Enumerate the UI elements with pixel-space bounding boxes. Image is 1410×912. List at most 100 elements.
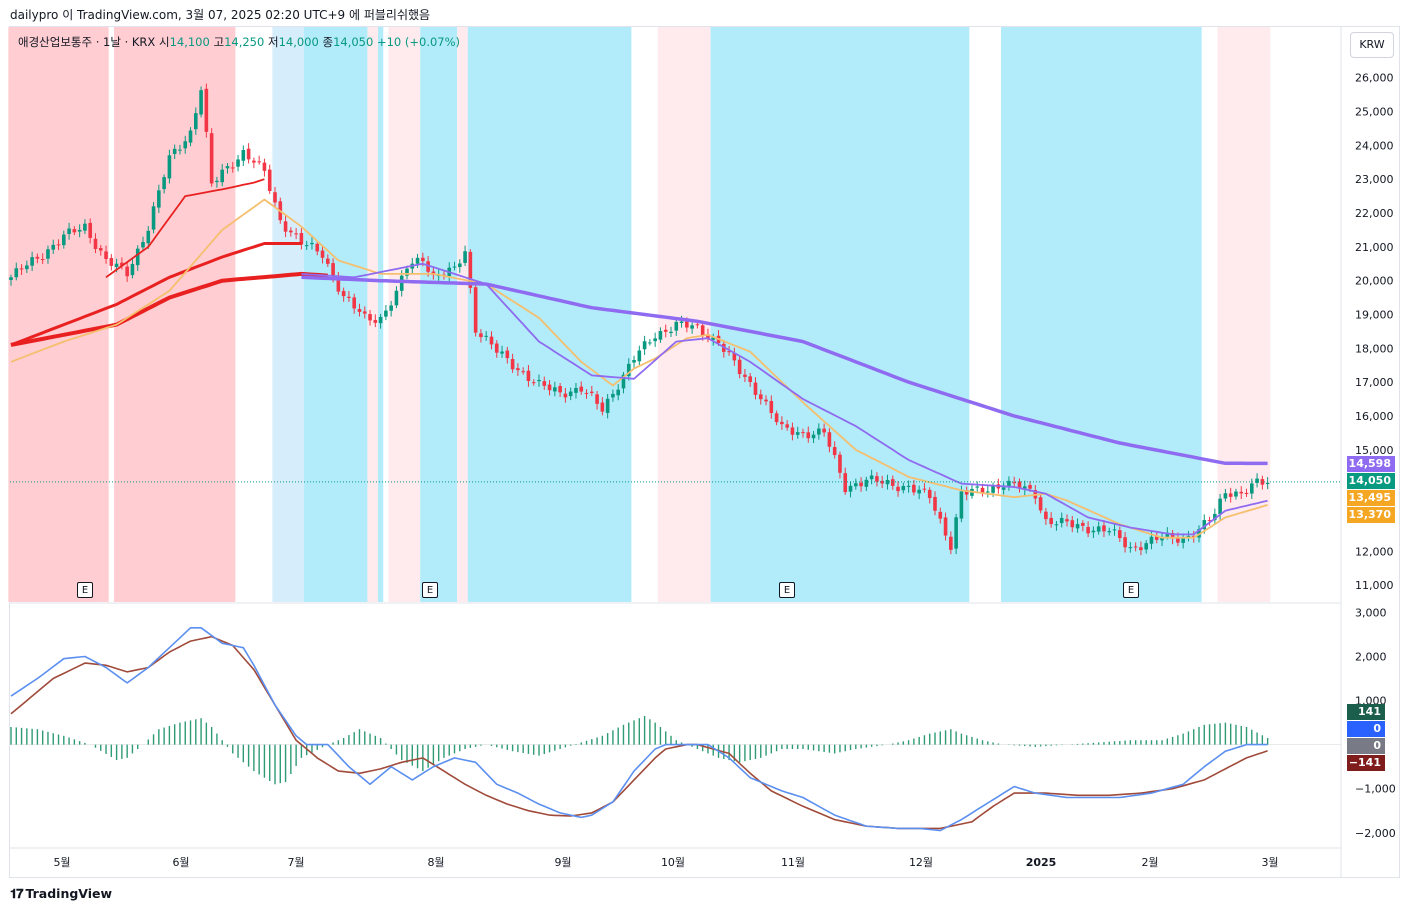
- candle-body: [542, 381, 547, 386]
- candle-body: [183, 141, 188, 149]
- macd-value-tag: −141: [1347, 755, 1385, 771]
- candle-body: [732, 352, 737, 361]
- candle-body: [769, 401, 774, 413]
- candle-body: [46, 249, 50, 259]
- symbol-title[interactable]: 애경산업보통주 · 1날 · KRX: [18, 35, 156, 49]
- macd-signal-line: [10, 635, 1268, 830]
- candle-body: [1218, 498, 1222, 515]
- candle-body: [563, 393, 568, 398]
- background-region: [103, 27, 109, 602]
- candle-body: [246, 148, 251, 160]
- candle-body: [753, 382, 758, 395]
- price-axis-label: 24,000: [1355, 139, 1394, 152]
- candle-body: [304, 245, 309, 247]
- candle-body: [832, 447, 837, 456]
- candle-body: [574, 387, 578, 393]
- candle-body: [785, 424, 789, 428]
- candle-body: [294, 233, 298, 235]
- candle-body: [859, 482, 863, 487]
- candle-body: [157, 190, 161, 208]
- candle-body: [748, 376, 752, 382]
- currency-button[interactable]: KRW: [1350, 32, 1394, 58]
- candle-body: [405, 268, 409, 276]
- candle-body: [616, 389, 620, 396]
- candle-body: [1059, 517, 1064, 524]
- background-region: [710, 27, 970, 602]
- candle-body: [262, 162, 267, 171]
- moving-average-line: [105, 178, 265, 279]
- price-tag: 13,495: [1347, 490, 1395, 506]
- candle-body: [743, 374, 747, 377]
- candle-body: [1049, 517, 1053, 525]
- candle-body: [204, 88, 209, 132]
- candle-body: [141, 242, 145, 248]
- candle-body: [764, 399, 768, 402]
- candle-body: [780, 421, 784, 425]
- candle-body: [220, 169, 224, 183]
- candle-body: [1181, 537, 1185, 543]
- candle-body: [1223, 493, 1228, 499]
- candle-body: [426, 261, 430, 272]
- time-axis-label: 2월: [1141, 856, 1158, 869]
- candle-body: [1133, 546, 1138, 548]
- time-axis-label: 10월: [661, 856, 685, 869]
- moving-average-line: [301, 275, 1268, 466]
- candle-body: [927, 489, 932, 499]
- moving-average-line: [301, 262, 1268, 536]
- close-label: 종: [322, 35, 334, 49]
- candle-body: [516, 368, 520, 371]
- candle-body: [1234, 491, 1238, 497]
- candle-body: [209, 133, 214, 184]
- time-axis-label: 9월: [554, 856, 571, 869]
- price-axis-label: 11,000: [1355, 579, 1394, 592]
- candle-body: [146, 230, 151, 244]
- author[interactable]: dailypro: [10, 8, 59, 22]
- candle-body: [1102, 525, 1106, 532]
- time-axis-label: 6월: [172, 856, 189, 869]
- candle-body: [399, 275, 404, 291]
- low-value: 14,000: [278, 35, 319, 49]
- footer-brand[interactable]: 𝟏𝟕 TradingView: [10, 886, 112, 902]
- candle-body: [700, 325, 705, 336]
- earnings-marker-icon[interactable]: E: [779, 582, 795, 598]
- earnings-marker-icon[interactable]: E: [1123, 582, 1139, 598]
- earnings-marker-icon[interactable]: E: [77, 582, 93, 598]
- macd-axis-label: −2,000: [1355, 827, 1396, 840]
- candle-body: [1144, 543, 1148, 550]
- candle-body: [986, 491, 990, 493]
- candle-body: [737, 359, 742, 375]
- candle-body: [484, 335, 488, 337]
- time-axis-label: 2025: [1026, 856, 1057, 869]
- candle-body: [178, 149, 182, 151]
- close-value: 14,050: [333, 35, 374, 49]
- candle-body: [463, 251, 467, 263]
- candle-body: [1160, 537, 1164, 541]
- candle-body: [579, 386, 584, 392]
- macd-axis-label: 2,000: [1355, 650, 1387, 663]
- candle-body: [331, 263, 335, 277]
- candle-body: [341, 290, 346, 297]
- candle-body: [605, 398, 610, 413]
- candle-body: [389, 305, 393, 311]
- candle-body: [421, 257, 425, 262]
- candle-body: [120, 262, 124, 266]
- candle-body: [257, 161, 261, 163]
- candle-body: [468, 251, 473, 288]
- candle-body: [267, 169, 272, 192]
- candle-body: [706, 334, 710, 339]
- candle-body: [679, 321, 684, 324]
- macd-axis-label: −1,000: [1355, 783, 1396, 796]
- price-axis-label: 20,000: [1355, 275, 1394, 288]
- candle-body: [653, 338, 657, 342]
- candle-body: [869, 475, 874, 480]
- candle-body: [1265, 482, 1270, 485]
- earnings-marker-icon[interactable]: E: [422, 582, 438, 598]
- candle-body: [1007, 480, 1011, 487]
- candle-body: [848, 485, 853, 492]
- background-region: [457, 27, 468, 602]
- price-tag: 13,370: [1347, 507, 1395, 523]
- candle-body: [933, 496, 937, 511]
- candle-body: [67, 228, 71, 234]
- background-region: [467, 27, 632, 602]
